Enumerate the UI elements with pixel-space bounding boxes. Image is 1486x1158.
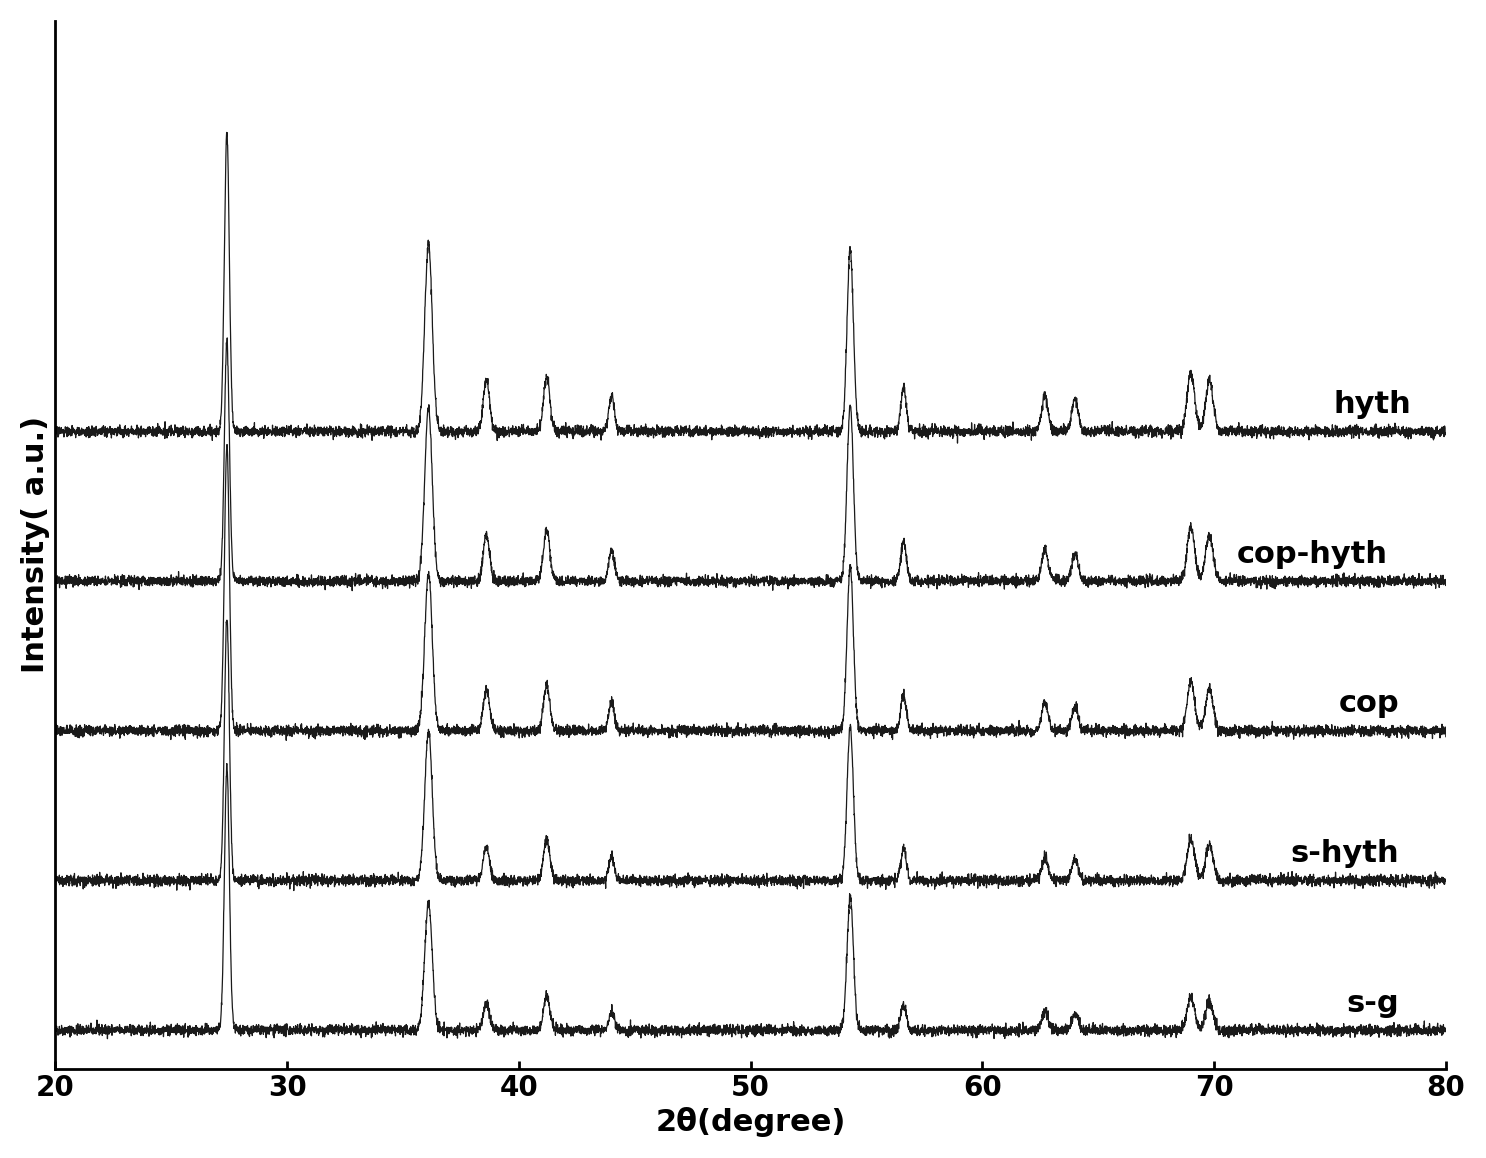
Text: hyth: hyth [1333, 390, 1412, 419]
X-axis label: 2θ(degree): 2θ(degree) [655, 1107, 846, 1137]
Y-axis label: Intensity( a.u.): Intensity( a.u.) [21, 416, 51, 673]
Text: cop-hyth: cop-hyth [1236, 540, 1388, 569]
Text: cop: cop [1339, 689, 1400, 718]
Text: s-hyth: s-hyth [1291, 840, 1400, 868]
Text: s-g: s-g [1346, 989, 1400, 1018]
